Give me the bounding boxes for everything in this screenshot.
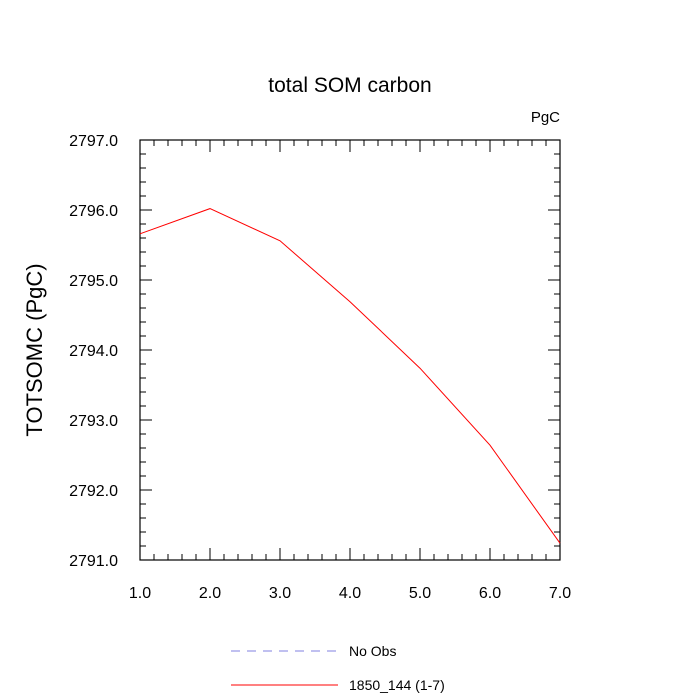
series-line	[139, 208, 561, 544]
y-tick-label: 2793.0	[69, 413, 118, 430]
x-tick-label: 4.0	[339, 585, 361, 602]
y-tick-label: 2796.0	[69, 203, 118, 220]
y-tick-label: 2792.0	[69, 483, 118, 500]
series-group	[139, 208, 561, 544]
x-tick-label: 2.0	[199, 585, 221, 602]
y-tick-label: 2794.0	[69, 343, 118, 360]
units-label: PgC	[531, 109, 560, 126]
chart-title: total SOM carbon	[268, 74, 431, 97]
legend-label: No Obs	[349, 643, 396, 659]
legend: No Obs 1850_144 (1-7)	[231, 643, 445, 693]
plot-frame	[139, 139, 561, 561]
y-tick-label: 2795.0	[69, 273, 118, 290]
x-tick-label: 1.0	[129, 585, 151, 602]
legend-label: 1850_144 (1-7)	[349, 677, 445, 693]
x-tick-label: 7.0	[549, 585, 571, 602]
x-tick-label: 5.0	[409, 585, 431, 602]
y-tick-label: 2797.0	[69, 133, 118, 150]
y-tick-label: 2791.0	[69, 553, 118, 570]
x-tick-label: 6.0	[479, 585, 501, 602]
x-tick-label: 3.0	[269, 585, 291, 602]
axis-ticks	[139, 139, 561, 561]
tick-labels: 1.0 2.0 3.0 4.0 5.0 6.0 7.0 2791.0 2792.0 2793.0 2…	[69, 133, 571, 602]
y-axis-label: TOTSOMC (PgC)	[22, 263, 47, 436]
